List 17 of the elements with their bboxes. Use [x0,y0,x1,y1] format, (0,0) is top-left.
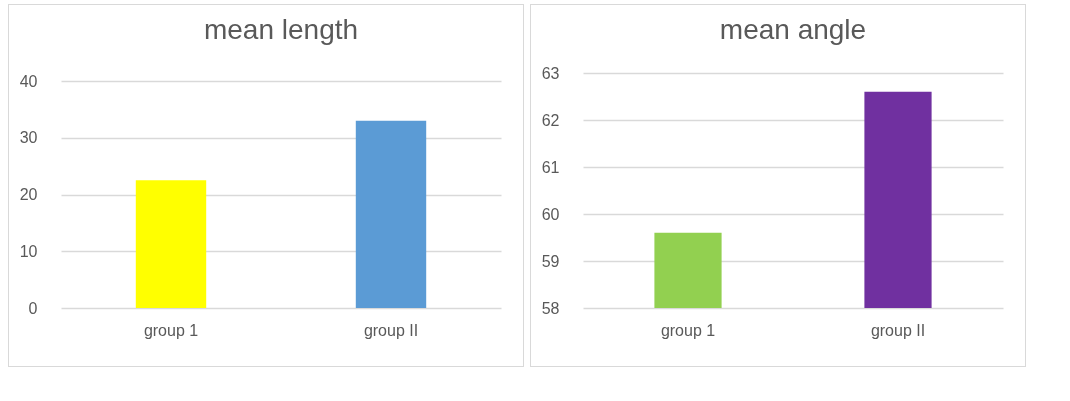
y-tick-label: 10 [19,242,38,260]
x-tick-label: group II [363,321,419,339]
y-tick-label: 30 [19,129,38,147]
y-tick-label: 60 [541,205,560,223]
y-tick-label: 63 [541,64,560,82]
y-tick-label: 62 [541,111,560,129]
x-tick-label: group 1 [660,321,716,339]
chart-title: mean length [203,14,359,45]
chart-title: mean angle [719,14,867,45]
y-tick-label: 0 [28,299,38,317]
y-tick-label: 61 [541,158,560,176]
y-tick-label: 58 [541,299,560,317]
y-tick-label: 59 [541,252,560,270]
y-tick-label: 20 [19,186,38,203]
x-tick-label: group II [870,321,926,339]
y-tick-label: 40 [19,72,38,90]
x-tick-label: group 1 [143,321,199,339]
